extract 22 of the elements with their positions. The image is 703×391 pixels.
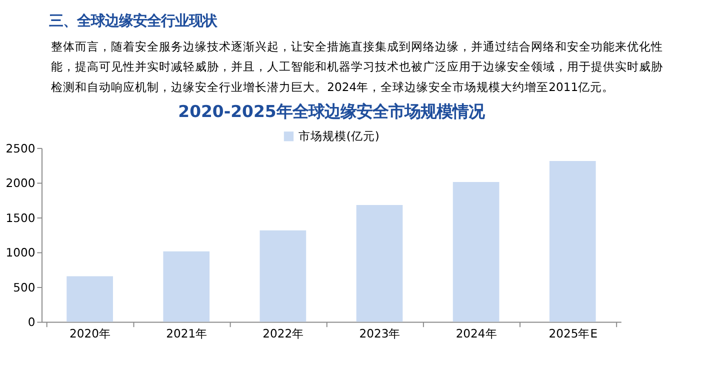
bar xyxy=(549,160,596,322)
x-tick-label: 2025年E xyxy=(548,326,598,341)
bar xyxy=(163,251,210,322)
y-tick-label: 0 xyxy=(28,315,36,330)
y-tick-label: 500 xyxy=(13,280,36,294)
bar xyxy=(66,276,113,322)
y-tick-label: 2500 xyxy=(6,141,36,156)
text: 三、全球边缘安全行业现状 xyxy=(49,12,218,30)
x-tick-label: 2023年 xyxy=(359,326,401,341)
x-tick-label: 2021年 xyxy=(166,326,208,341)
y-tick-label: 2000 xyxy=(6,176,36,190)
x-tick-label: 2022年 xyxy=(262,326,304,341)
x-tick-label: 2024年 xyxy=(456,326,498,341)
legend-label: 市场规模(亿元) xyxy=(298,129,380,144)
y-tick-label: 1500 xyxy=(6,210,36,225)
bar xyxy=(452,182,500,322)
y-tick-label: 1000 xyxy=(6,246,36,260)
bar xyxy=(260,230,306,322)
text: 整体而言，随着安全服务边缘技术逐渐兴起，让安全措施直接集成到网络边缘，并通过结合网络和安全功能来优化性能，提高可见性并实时减轻威胁，并且，人工智能和机器学习技术也被广泛应用于边缘安全领域，用于提供实时威胁检测和自动响应机制，边缘安全行业增长潜力巨大。2024年，全球边缘安全市场规模大约增至2011亿元。 xyxy=(51,39,664,94)
bar xyxy=(356,205,403,322)
chart-title: 2020-2025年全球边缘安全市场规模情况 xyxy=(178,102,486,122)
x-tick-label: 2020年 xyxy=(70,326,112,341)
